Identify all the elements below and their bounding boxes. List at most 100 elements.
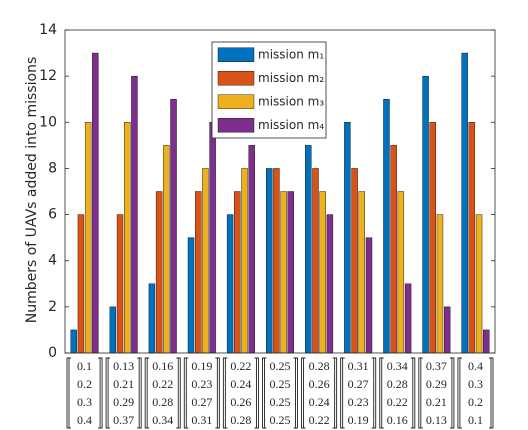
x-tick-label: 0.28 xyxy=(152,395,173,409)
bar xyxy=(280,191,287,354)
x-tick-label: 0.22 xyxy=(230,359,251,373)
bracket xyxy=(301,357,306,429)
bar xyxy=(422,75,429,354)
legend-label: mission m₁ xyxy=(258,47,324,61)
x-tick-label: 0.28 xyxy=(230,413,251,427)
bracket xyxy=(66,357,71,429)
bracket xyxy=(137,357,142,429)
bar xyxy=(475,214,483,354)
x-tick-label: 0.1 xyxy=(77,359,92,373)
x-tick-label: 0.31 xyxy=(348,359,369,373)
bar xyxy=(155,191,163,354)
bracket xyxy=(340,357,345,429)
bracket xyxy=(332,357,338,429)
x-tick-label: 0.21 xyxy=(113,377,134,391)
x-tick-label: 0.24 xyxy=(230,377,251,391)
x-tick-label: 0.34 xyxy=(387,359,408,373)
x-tick-label: 0.16 xyxy=(387,413,408,427)
bracket xyxy=(215,357,220,429)
bracket xyxy=(371,357,377,429)
legend-swatch xyxy=(217,71,255,86)
bar xyxy=(209,122,216,354)
x-tick-label: 0.23 xyxy=(191,377,212,391)
legend-swatch xyxy=(217,118,255,133)
bar xyxy=(70,329,77,354)
x-tick-label: 0.3 xyxy=(468,377,483,391)
x-tick-label: 0.34 xyxy=(152,413,173,427)
x-tick-label: 0.23 xyxy=(348,395,369,409)
bar xyxy=(131,75,138,354)
x-tick-label: 0.29 xyxy=(426,377,447,391)
x-tick-label: 0.13 xyxy=(113,359,134,373)
bracket xyxy=(98,357,103,429)
bar xyxy=(163,145,170,354)
x-tick-label: 0.22 xyxy=(309,413,330,427)
bracket xyxy=(489,357,494,429)
y-tick-label: 0 xyxy=(48,345,57,361)
bracket xyxy=(262,357,267,429)
y-tick-label: 12 xyxy=(39,68,57,84)
y-axis-label: Numbers of UAVs added into missions xyxy=(24,57,40,324)
x-tick-label: 0.21 xyxy=(426,395,447,409)
bar xyxy=(287,191,294,354)
bar xyxy=(344,122,351,354)
legend-swatch xyxy=(217,94,255,109)
x-tick-label: 0.4 xyxy=(468,359,483,373)
legend-label: mission m₃ xyxy=(258,94,324,108)
bracket xyxy=(176,357,181,429)
legend-label: mission m₄ xyxy=(258,118,324,132)
x-tick-label: 0.27 xyxy=(348,377,369,391)
x-tick-label: 0.16 xyxy=(152,359,173,373)
bracket xyxy=(379,357,384,429)
bracket xyxy=(418,357,423,429)
y-tick-label: 14 xyxy=(39,22,57,38)
bar xyxy=(170,99,177,354)
x-tick-label: 0.27 xyxy=(191,395,212,409)
bar xyxy=(383,99,390,354)
x-tick-label: 0.22 xyxy=(387,395,408,409)
bar xyxy=(109,306,117,354)
legend-swatch xyxy=(217,47,255,62)
bar xyxy=(468,122,476,354)
bracket xyxy=(449,357,455,429)
bracket xyxy=(293,357,298,429)
x-tick-label: 0.25 xyxy=(270,413,291,427)
y-tick-label: 4 xyxy=(48,253,57,269)
bar xyxy=(195,191,202,354)
bar xyxy=(241,168,248,354)
bar xyxy=(202,168,209,354)
y-tick-label: 6 xyxy=(48,207,57,223)
bar xyxy=(436,214,444,354)
x-tick-label: 0.19 xyxy=(191,359,212,373)
bar xyxy=(443,306,451,354)
x-tick-label: 0.25 xyxy=(270,395,291,409)
bar xyxy=(84,122,92,354)
bar xyxy=(397,191,405,354)
bar xyxy=(404,283,412,354)
y-tick-label: 2 xyxy=(48,299,57,315)
bar xyxy=(312,168,319,354)
x-tick-label: 0.2 xyxy=(77,377,92,391)
x-tick-label: 0.24 xyxy=(309,395,330,409)
bar xyxy=(124,122,131,354)
x-tick-label: 0.28 xyxy=(387,377,408,391)
bar xyxy=(305,145,312,354)
bracket xyxy=(105,357,111,429)
x-tick-label: 0.22 xyxy=(152,377,173,391)
bar xyxy=(234,191,241,354)
bracket xyxy=(144,357,150,429)
bar xyxy=(483,329,490,354)
bracket xyxy=(410,357,416,429)
x-tick-label: 0.25 xyxy=(270,359,291,373)
bar xyxy=(77,214,85,354)
bar xyxy=(248,145,255,354)
x-tick-label: 0.2 xyxy=(468,395,483,409)
bar xyxy=(266,168,273,354)
bar xyxy=(226,214,234,354)
bar xyxy=(390,145,397,354)
bar xyxy=(148,283,156,354)
bar xyxy=(273,168,280,354)
bar xyxy=(116,214,124,354)
x-tick-label: 0.37 xyxy=(113,413,134,427)
bar xyxy=(319,191,326,354)
